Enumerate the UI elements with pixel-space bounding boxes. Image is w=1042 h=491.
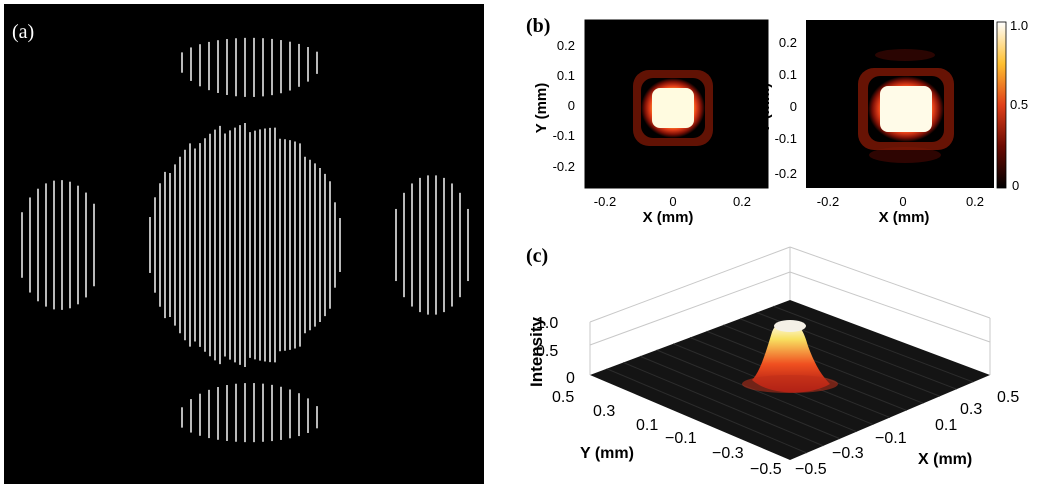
y-axis-label: Y (mm)	[580, 445, 634, 462]
x-tick-4: 0.1	[935, 417, 957, 434]
colorbar	[996, 21, 1007, 189]
z-tick-2: 0.5	[536, 343, 558, 360]
right-ytick-3: 0	[790, 99, 797, 114]
x-tick-6: 0.5	[997, 389, 1019, 406]
x-axis-label: X (mm)	[918, 451, 972, 468]
surface-peak-top	[774, 320, 806, 332]
left-xlabel: X (mm)	[643, 209, 694, 226]
panel-a-hologram	[21, 37, 469, 443]
right-ytick-4: -0.1	[775, 131, 797, 146]
left-xtick-2: 0	[669, 194, 676, 209]
surface-grid-line	[723, 324, 924, 404]
right-xtick-1: -0.2	[817, 194, 839, 209]
surface-grid-line	[656, 349, 857, 433]
z-tick-1: 1.0	[536, 315, 558, 332]
surface-peak-base	[742, 375, 838, 393]
surface-peak	[752, 321, 830, 393]
panel-a-label: (a)	[12, 21, 34, 43]
colorbar-tick-max: 1.0	[1010, 18, 1028, 33]
surface-grid-line	[773, 305, 974, 383]
right-ylabel: Y (mm)	[756, 83, 773, 134]
left-ytick-1: 0.2	[557, 38, 575, 53]
y-tick-6: −0.5	[750, 461, 782, 478]
heatmap-right-side-lobe-top	[875, 49, 935, 61]
surface-grid-line	[606, 368, 807, 454]
colorbar-tick-mid: 0.5	[1010, 97, 1028, 112]
x-tick-2: −0.3	[832, 445, 864, 462]
y-tick-4: −0.1	[665, 430, 697, 447]
left-ylabel: Y (mm)	[533, 83, 550, 134]
x-tick-5: 0.3	[960, 401, 982, 418]
left-xtick-3: 0.2	[733, 194, 751, 209]
panel-b-label: (b)	[526, 15, 550, 37]
y-tick-3: 0.1	[636, 417, 658, 434]
heatmap-right-spot-core	[880, 86, 932, 132]
surface-grid-line	[623, 362, 824, 447]
x-tick-1: −0.5	[795, 461, 827, 478]
right-xtick-2: 0	[899, 194, 906, 209]
z-axis-label: Intensity	[527, 317, 546, 387]
y-tick-2: 0.3	[593, 403, 615, 420]
right-xlabel: X (mm)	[879, 209, 930, 226]
panel-c-label: (c)	[526, 245, 548, 267]
right-ytick-2: 0.1	[779, 67, 797, 82]
heatmap-left-spot-core	[652, 88, 694, 128]
right-ytick-5: -0.2	[775, 166, 797, 181]
panel-b-right-heatmap	[806, 20, 994, 188]
colorbar-tick-min: 0	[1012, 178, 1019, 193]
left-ytick-4: -0.1	[553, 128, 575, 143]
panel-b-left-heatmap	[584, 19, 769, 189]
heatmap-left-border	[584, 19, 769, 189]
y-tick-1: 0.5	[552, 389, 574, 406]
right-xtick-3: 0.2	[966, 194, 984, 209]
right-ytick-1: 0.2	[779, 35, 797, 50]
left-xtick-1: -0.2	[594, 194, 616, 209]
left-ytick-5: -0.2	[553, 159, 575, 174]
z-tick-3: 0	[566, 370, 575, 387]
x-tick-3: −0.1	[875, 430, 907, 447]
y-tick-5: −0.3	[712, 445, 744, 462]
left-ytick-2: 0.1	[557, 68, 575, 83]
left-ytick-3: 0	[568, 98, 575, 113]
heatmap-right-side-lobe-bottom	[869, 147, 941, 163]
panel-c-3d-box	[589, 246, 991, 375]
surface-grid-line	[639, 355, 841, 440]
